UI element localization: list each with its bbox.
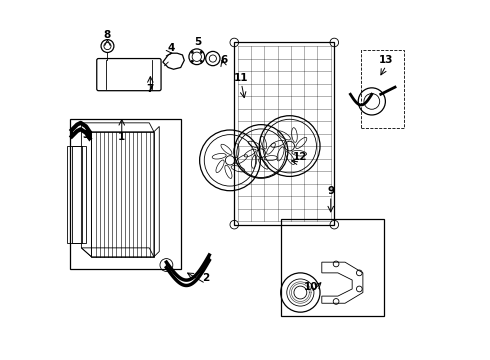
Text: 3: 3	[82, 130, 90, 140]
Circle shape	[200, 51, 202, 53]
Bar	[281, 219, 384, 316]
Text: 13: 13	[379, 55, 393, 65]
Text: 1: 1	[118, 132, 125, 142]
Text: 9: 9	[327, 186, 334, 196]
Text: 7: 7	[147, 84, 154, 94]
Circle shape	[191, 51, 193, 53]
Bar	[234, 42, 334, 225]
Bar	[70, 119, 181, 269]
Text: 6: 6	[220, 55, 227, 65]
Bar	[72, 146, 86, 243]
Text: 5: 5	[194, 37, 201, 48]
Circle shape	[200, 60, 202, 62]
Bar	[361, 50, 404, 128]
Text: 2: 2	[202, 273, 209, 283]
Text: 10: 10	[304, 282, 318, 292]
Text: 4: 4	[167, 43, 174, 53]
Circle shape	[191, 60, 193, 62]
Text: 8: 8	[104, 30, 111, 40]
Bar	[68, 146, 82, 243]
Text: 11: 11	[234, 73, 249, 83]
Text: 12: 12	[293, 152, 308, 162]
